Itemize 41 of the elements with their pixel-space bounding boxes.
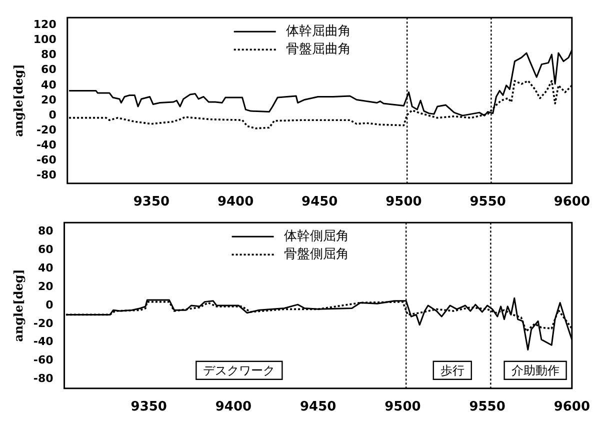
y-tick-label: -60: [36, 154, 57, 167]
y-tick-label: 40: [41, 78, 57, 92]
x-tick-label: 9400: [215, 400, 252, 415]
legend-label: 体幹屈曲角: [286, 24, 351, 39]
x-tick-label: 9450: [300, 400, 336, 415]
y-tick-label: 0: [46, 298, 54, 312]
y-tick-label: -80: [36, 168, 57, 182]
x-tick-label: 9600: [554, 194, 590, 210]
x-tick-label: 9450: [302, 194, 338, 210]
y-tick-label: 60: [38, 243, 54, 256]
y-tick-label: -40: [33, 335, 54, 348]
x-tick-label: 9500: [386, 194, 422, 210]
y-tick-label: 20: [41, 93, 57, 106]
y-tick-label: 80: [41, 48, 57, 62]
y-tick-label: -60: [33, 354, 54, 367]
legend-label: 骨盤屈曲角: [286, 42, 351, 57]
annotation: 歩行: [440, 364, 464, 378]
y-tick-label: 40: [38, 262, 54, 275]
x-tick-label: 9350: [133, 194, 170, 210]
x-tick-label: 9400: [217, 194, 254, 210]
x-tick-label: 9550: [469, 400, 506, 415]
y-axis-title: angle[deg]: [11, 64, 26, 137]
y-tick-label: -40: [36, 138, 57, 152]
y-tick-label: 80: [38, 224, 54, 238]
y-tick-label: 120: [33, 18, 57, 31]
annotation: 介助動作: [511, 364, 560, 378]
y-axis-title: angle[deg]: [11, 269, 26, 342]
y-tick-label: 20: [38, 280, 54, 293]
y-tick-label: 0: [48, 108, 57, 122]
y-tick-label: 60: [41, 63, 57, 76]
x-tick-label: 9500: [384, 400, 421, 415]
annotation: デスクワーク: [203, 364, 276, 378]
x-tick-label: 9550: [470, 194, 506, 210]
legend-label: 体幹側屈角: [284, 228, 349, 244]
x-tick-label: 9350: [130, 400, 167, 415]
y-tick-label: -20: [33, 316, 54, 330]
y-tick-label: -80: [33, 372, 54, 386]
x-tick-label: 9600: [554, 400, 590, 415]
y-tick-label: 100: [33, 33, 57, 46]
y-tick-label: -20: [36, 124, 57, 137]
legend-label: 骨盤側屈角: [284, 246, 349, 262]
